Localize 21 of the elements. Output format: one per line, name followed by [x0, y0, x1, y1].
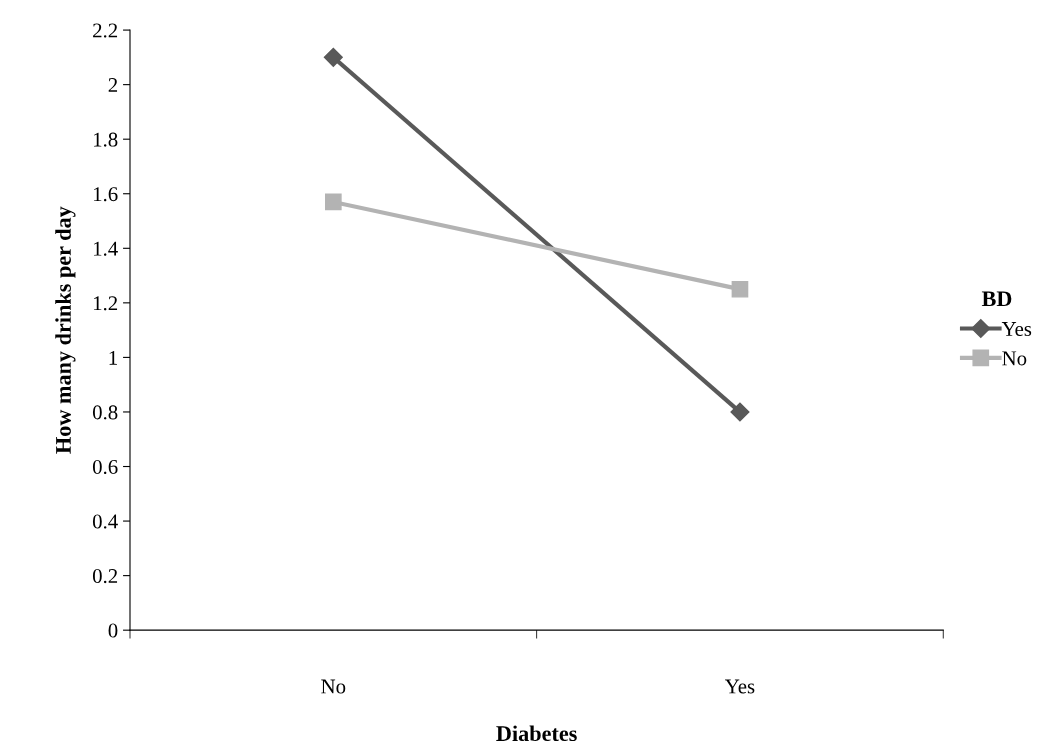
y-tick-label: 1.8	[93, 132, 118, 147]
y-tick-label: 0	[108, 623, 118, 638]
y-tick-label: 1	[109, 350, 117, 365]
y-tick-label: 0.6	[92, 459, 118, 475]
y-tick-label: 0.2	[92, 569, 118, 584]
y-axis-title: How many drinks per day	[55, 206, 76, 454]
y-tick-label: 0.4	[92, 514, 118, 529]
y-tick-label: 2	[108, 78, 118, 92]
y-tick-label: 1.2	[93, 296, 118, 311]
point	[730, 402, 750, 422]
point	[323, 47, 343, 67]
x-axis-title: Diabetes	[496, 725, 577, 742]
y-tick-label: 1.6	[93, 187, 118, 202]
y-tick-label: 1.4	[93, 241, 118, 256]
y-tick-label: 2.2	[93, 23, 118, 38]
y-tick-label: 0.8	[92, 405, 118, 420]
legend-label: No	[1002, 351, 1027, 366]
legend-label: Yes	[1001, 322, 1032, 336]
point	[731, 280, 749, 298]
point	[324, 193, 342, 211]
legend-title: BD	[981, 291, 1012, 307]
